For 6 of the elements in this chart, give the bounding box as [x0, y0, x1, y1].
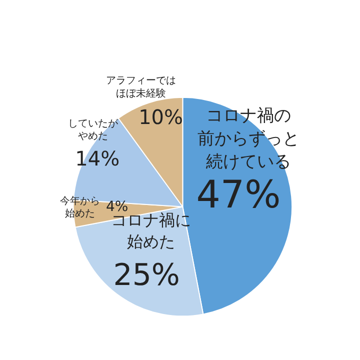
data-label: 14% — [75, 146, 120, 171]
data-label: 25% — [113, 258, 180, 294]
data-label: 10% — [138, 105, 184, 130]
data-label: 47% — [196, 172, 281, 217]
slice-label: していたがやめた — [68, 118, 119, 142]
slice-label: アラフィーではほぼ未経験 — [106, 76, 176, 100]
